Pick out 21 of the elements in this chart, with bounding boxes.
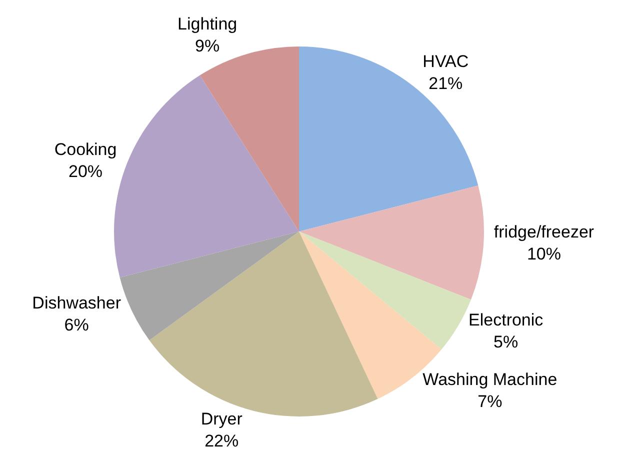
data-label: 5% <box>494 332 518 352</box>
slice-label: Dryer <box>200 409 243 428</box>
pie-slice <box>114 75 299 278</box>
slice-label: fridge/freezer <box>494 222 594 242</box>
data-label: 10% <box>526 244 562 264</box>
slice-label: Washing Machine <box>422 370 558 389</box>
slice-label: Electronic <box>468 310 544 330</box>
pie-slice <box>120 232 299 340</box>
data-label: 22% <box>204 432 239 451</box>
slice-label: Lighting <box>178 14 238 34</box>
data-label: 9% <box>195 36 220 56</box>
slice-label: Dishwasher <box>32 293 122 312</box>
data-label: 20% <box>68 162 103 182</box>
slice-label: HVAC <box>422 52 469 71</box>
pie-slice <box>299 232 472 350</box>
data-label: 21% <box>428 74 463 94</box>
pie-slice <box>299 46 478 232</box>
pie-slice <box>299 185 484 300</box>
data-label: 6% <box>64 316 89 335</box>
slice-label: Cooking <box>54 140 117 160</box>
data-label: 7% <box>478 392 502 412</box>
